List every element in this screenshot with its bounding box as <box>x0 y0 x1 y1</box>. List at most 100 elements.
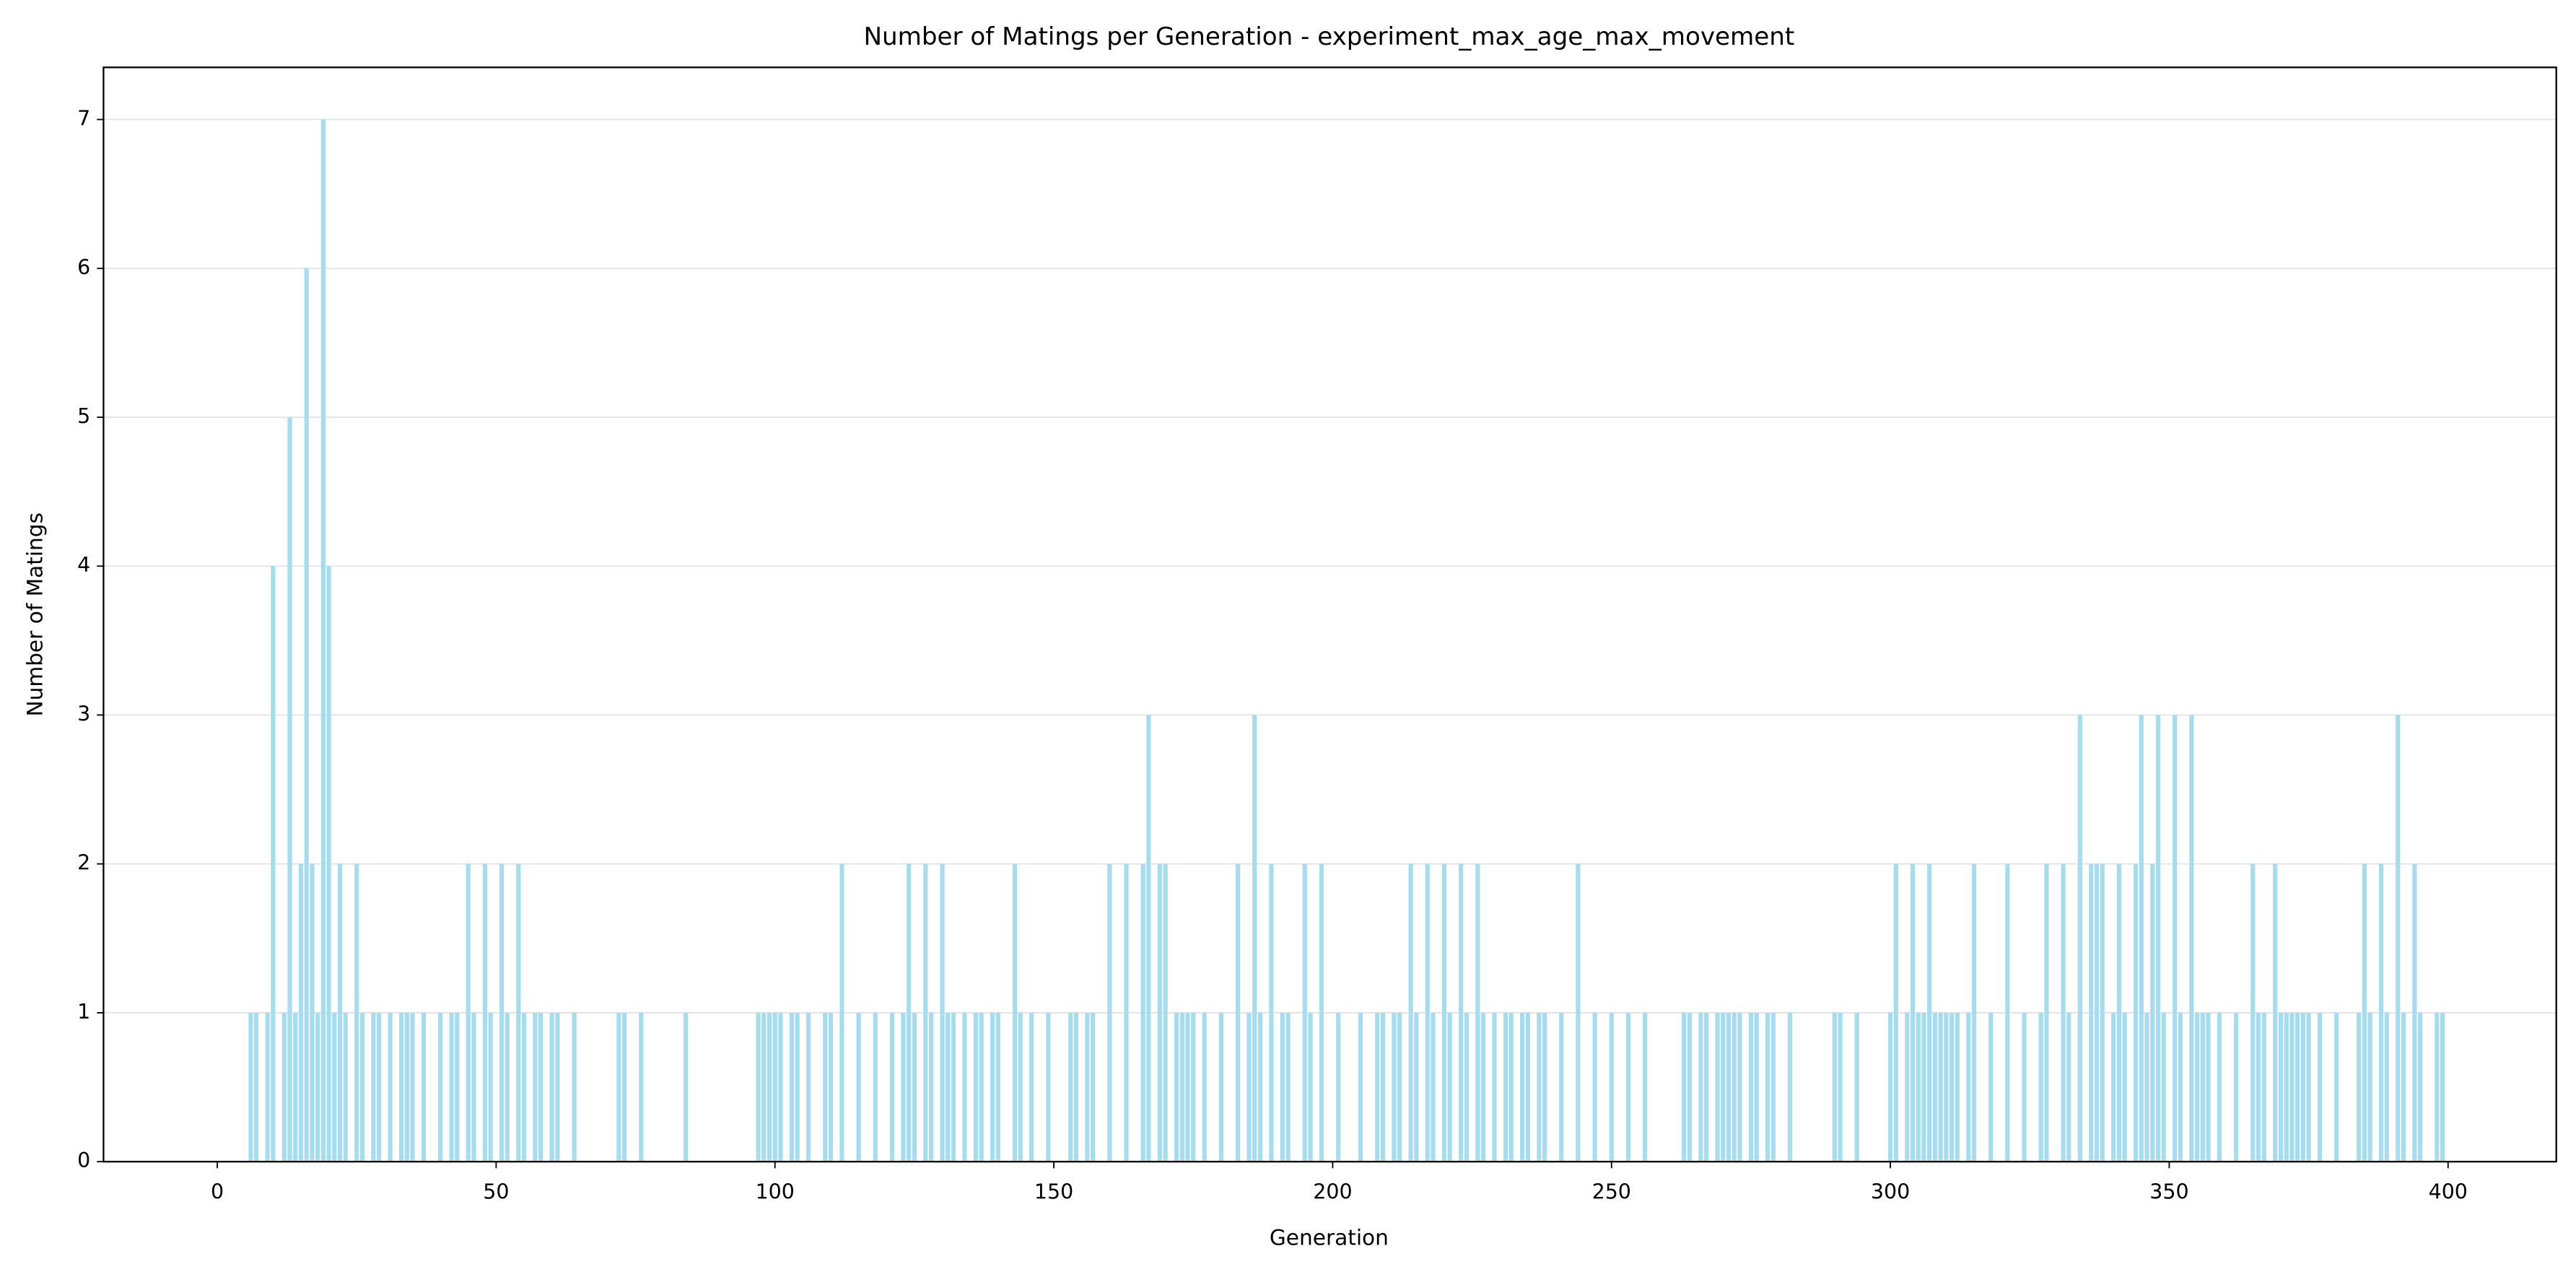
x-tick-label: 250 <box>1592 1180 1631 1203</box>
bar <box>1018 1012 1023 1162</box>
bar <box>1068 1012 1073 1162</box>
bar <box>2094 863 2100 1162</box>
bar <box>1380 1012 1386 1162</box>
bar <box>2261 1012 2266 1162</box>
bar <box>1576 863 1581 1162</box>
bar <box>2334 1012 2339 1162</box>
bar <box>2357 1012 2362 1162</box>
bar <box>1124 863 1129 1162</box>
bar <box>1447 1012 1452 1162</box>
bar <box>2200 1012 2205 1162</box>
bar <box>2066 1012 2071 1162</box>
bar <box>304 268 309 1162</box>
bar <box>1085 1012 1090 1162</box>
bar <box>1698 1012 1703 1162</box>
bar <box>1246 1012 1252 1162</box>
bar <box>505 1012 510 1162</box>
bar <box>1966 1012 1971 1162</box>
bar <box>1179 1012 1184 1162</box>
bar <box>2022 1012 2027 1162</box>
bar <box>1163 863 1168 1162</box>
bar <box>839 863 844 1162</box>
bar <box>828 1012 834 1162</box>
bar <box>2122 1012 2127 1162</box>
bar <box>2256 1012 2261 1162</box>
bar <box>1715 1012 1720 1162</box>
bar <box>1285 1012 1291 1162</box>
bar <box>1375 1012 1380 1162</box>
bar <box>1916 1012 1921 1162</box>
bar <box>795 1012 800 1162</box>
bar <box>298 863 304 1162</box>
bar <box>962 1012 967 1162</box>
bar <box>2217 1012 2222 1162</box>
bar <box>1441 863 1447 1162</box>
bar <box>2139 715 2144 1162</box>
bar <box>1537 1012 1542 1162</box>
x-tick-label: 0 <box>211 1180 224 1203</box>
bar <box>466 863 471 1162</box>
bar <box>2295 1012 2300 1162</box>
bar <box>2289 1012 2295 1162</box>
bar <box>2111 1012 2116 1162</box>
bar <box>1787 1012 1793 1162</box>
bar <box>2306 1012 2311 1162</box>
bar <box>1107 863 1112 1162</box>
bar <box>1492 1012 1497 1162</box>
bar <box>684 1012 689 1162</box>
bar <box>923 863 928 1162</box>
bar <box>1140 863 1145 1162</box>
bar <box>901 1012 906 1162</box>
bar <box>2317 1012 2323 1162</box>
bar <box>2116 863 2121 1162</box>
bar <box>1308 1012 1313 1162</box>
bar <box>1046 1012 1051 1162</box>
x-tick-label: 350 <box>2149 1180 2188 1203</box>
bar <box>1185 1012 1190 1162</box>
bar <box>293 1012 298 1162</box>
y-axis-label: Number of Matings <box>23 513 48 717</box>
bar <box>1854 1012 1859 1162</box>
bar <box>572 1012 577 1162</box>
bar <box>1737 1012 1742 1162</box>
y-tick-label: 5 <box>77 404 90 428</box>
bar <box>1927 863 1932 1162</box>
bar <box>2284 1012 2289 1162</box>
bar <box>2362 863 2367 1162</box>
bar <box>404 1012 409 1162</box>
bar <box>455 1012 460 1162</box>
bar <box>2278 1012 2284 1162</box>
bar <box>1336 1012 1341 1162</box>
bar <box>271 566 276 1162</box>
bar <box>359 1012 365 1162</box>
bar <box>1932 1012 1937 1162</box>
bar <box>616 1012 621 1162</box>
bar <box>1726 1012 1732 1162</box>
x-tick-label: 400 <box>2429 1180 2468 1203</box>
bar <box>1397 1012 1402 1162</box>
bar <box>1771 1012 1776 1162</box>
bar <box>1887 1012 1893 1162</box>
bar <box>1938 1012 1943 1162</box>
bar <box>471 1012 476 1162</box>
x-tick-label: 300 <box>1871 1180 1910 1203</box>
bar <box>449 1012 454 1162</box>
bar <box>2100 863 2105 1162</box>
bar <box>1191 1012 1196 1162</box>
bar <box>1174 1012 1179 1162</box>
bar <box>1257 1012 1263 1162</box>
bar <box>499 863 505 1162</box>
bar <box>438 1012 443 1162</box>
bar <box>2412 863 2417 1162</box>
bar <box>1302 863 1307 1162</box>
bar <box>482 863 488 1162</box>
bar <box>1955 1012 1960 1162</box>
bar <box>2234 1012 2239 1162</box>
bar <box>2133 863 2139 1162</box>
bar <box>756 1012 761 1162</box>
bar <box>1905 1012 1910 1162</box>
plot-frame <box>102 66 2557 1163</box>
y-tick-label: 2 <box>77 851 90 875</box>
bar <box>1559 1012 1564 1162</box>
bar <box>326 566 331 1162</box>
